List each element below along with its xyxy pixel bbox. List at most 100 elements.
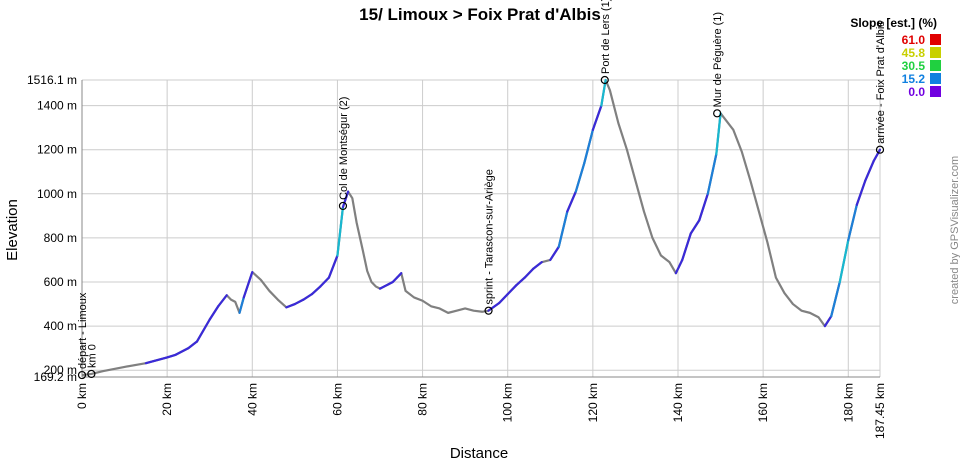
x-tick-label: 20 km [160, 383, 174, 416]
poi-label: départ - Limoux [77, 292, 89, 369]
axes [81, 80, 880, 378]
climb-segment [144, 356, 169, 365]
x-tick-label: 0 km [75, 383, 89, 409]
y-tick-label: 600 m [44, 275, 77, 289]
legend-swatch [930, 34, 941, 45]
climb-segment [319, 276, 331, 288]
climb-segment [557, 210, 569, 248]
climb-segment [242, 270, 254, 299]
climb-segment [166, 353, 177, 359]
climb-segment [674, 258, 684, 275]
y-tick-label: 200 m [44, 363, 77, 377]
climb-segment [195, 318, 211, 343]
legend-swatch [930, 60, 941, 71]
poi-marker [338, 201, 348, 211]
climb-segment [532, 261, 543, 270]
legend-value: 45.8 [902, 46, 926, 60]
legend-value: 61.0 [902, 33, 926, 47]
climb-segment [574, 161, 586, 193]
climb-segment [217, 294, 228, 308]
climb-segment [681, 232, 692, 262]
climb-segment [689, 219, 701, 235]
elevation-line [81, 78, 881, 377]
legend-value: 30.5 [902, 59, 926, 73]
y-tick-label: 1200 m [37, 143, 77, 157]
x-tick-label: 60 km [330, 383, 344, 416]
poi-marker [77, 370, 87, 380]
poi-marker [875, 145, 885, 154]
climb-segment [864, 159, 875, 182]
climb-segment [698, 192, 709, 222]
poi-label: km 0 [86, 344, 98, 368]
climb-segment [847, 203, 858, 242]
x-tick-label: 180 km [841, 383, 855, 422]
x-tick-label: 160 km [756, 383, 770, 422]
poi-marker [713, 109, 722, 118]
poi-label: sprint - Tarascon-sur-Ariège [484, 169, 496, 305]
y-axis-title: Elevation [4, 199, 21, 261]
legend-value: 15.2 [902, 72, 926, 86]
y-tick-label: 1000 m [37, 187, 77, 201]
climb-segment [830, 280, 841, 318]
climb-segment [591, 104, 603, 131]
climb-segment [498, 293, 509, 305]
climb-segment [302, 293, 313, 301]
poi-label: Port de Lers (1) [600, 0, 612, 74]
climb-segment [341, 190, 350, 209]
climb-segment [715, 112, 722, 156]
y-tick-label: 800 m [44, 231, 77, 245]
poi-marker [484, 306, 493, 315]
climb-segment [515, 276, 526, 287]
climb-segment [600, 78, 607, 107]
poi-label: Mur de Péguère (1) [712, 12, 724, 107]
climb-segment [487, 301, 501, 312]
credit-text: created by GPSVisualizer.com [949, 156, 960, 304]
climb-segment [855, 179, 867, 206]
climb-segment [823, 315, 833, 328]
legend-title: Slope [est.] (%) [850, 16, 937, 30]
poi-marker [600, 75, 609, 85]
climb-segment [238, 296, 245, 314]
y-tick-label: 400 m [44, 319, 77, 333]
climb-segment [285, 302, 296, 309]
climb-segment [187, 340, 199, 350]
chart-title: 15/ Limoux > Foix Prat d'Albis [359, 5, 601, 24]
poi-label: arrivée - Foix Prat d'Albis [875, 21, 887, 144]
legend-value: 0.0 [908, 85, 925, 99]
x-tick-label: 100 km [501, 383, 515, 422]
climb-segment [293, 298, 305, 306]
climb-segment [506, 284, 518, 296]
legend-swatch [930, 73, 941, 84]
climb-segment [336, 205, 345, 257]
poi-label: Col de Montségur (2) [338, 97, 350, 200]
elevation-series [81, 78, 882, 377]
climb-segment [174, 347, 190, 356]
y-tick-label: 1400 m [37, 99, 77, 113]
climb-segment [327, 254, 339, 279]
x-tick-label: 120 km [586, 383, 600, 422]
climb-segment [838, 239, 850, 284]
slope-legend: Slope [est.] (%) 61.045.830.515.20.0 [850, 16, 941, 99]
x-tick-label: 80 km [416, 383, 430, 416]
x-tick-label: 140 km [671, 383, 685, 422]
climb-segment [706, 153, 718, 195]
x-tick-label: 40 km [245, 383, 259, 416]
climb-segment [549, 245, 560, 262]
climb-segment [566, 190, 577, 213]
x-axis-title: Distance [450, 445, 508, 460]
y-tick-label: 1516.1 m [27, 73, 77, 87]
x-axis-ticks: 0 km 20 km 40 km 60 km 80 km 100 km 120 km 140 … [75, 383, 887, 439]
climb-segment [395, 272, 403, 279]
y-tick-label: 169.2 m [34, 370, 77, 384]
climb-segment [208, 305, 220, 321]
climb-segment [583, 128, 594, 165]
climb-segment [523, 267, 535, 279]
climb-segment [872, 148, 882, 162]
legend-swatch [930, 47, 941, 58]
climb-segment [310, 285, 322, 296]
x-tick-label: 187.45 km [873, 383, 887, 439]
poi-marker [87, 369, 96, 379]
